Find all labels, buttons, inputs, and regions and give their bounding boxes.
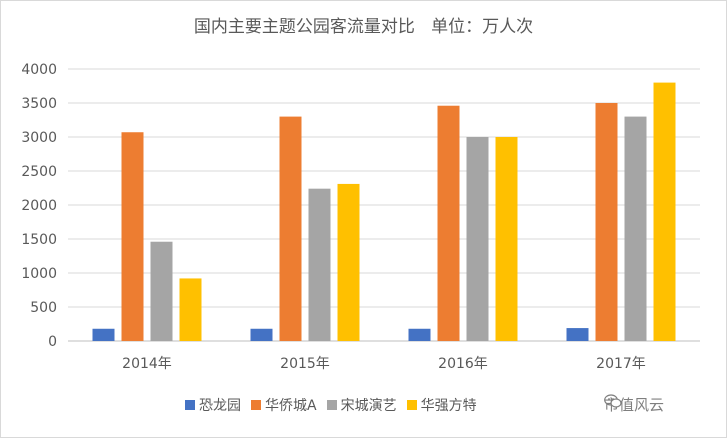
legend-label: 华侨城A — [265, 398, 317, 414]
bar — [308, 188, 331, 341]
bar — [408, 328, 431, 341]
legend-swatch-0 — [185, 400, 195, 410]
x-tick-label: 2017年 — [596, 356, 646, 372]
bar — [624, 116, 647, 341]
wechat-icon — [604, 394, 622, 408]
legend-label: 华强方特 — [420, 398, 477, 414]
x-tick-label: 2015年 — [280, 356, 330, 372]
legend-swatch-2 — [326, 400, 337, 410]
y-tick-label: 2500 — [21, 164, 57, 180]
x-axis-ticks: 2014年 2015年 2016年 2017年 — [122, 356, 646, 372]
y-tick-label: 1000 — [21, 266, 57, 282]
legend-label: 恐龙园 — [199, 398, 241, 414]
y-tick-label: 2000 — [21, 198, 57, 214]
bar — [337, 183, 360, 341]
gridlines — [68, 68, 700, 342]
legend-label: 宋城演艺 — [340, 398, 397, 414]
y-tick-label: 3500 — [21, 96, 57, 112]
bar — [179, 278, 202, 341]
bars — [92, 82, 676, 341]
bar — [566, 328, 589, 341]
legend-swatch-1 — [251, 400, 261, 410]
bar — [437, 105, 460, 341]
bar — [150, 241, 173, 341]
legend-item: 华强方特 — [406, 395, 477, 415]
y-tick-label: 4000 — [21, 62, 57, 78]
bar — [250, 328, 273, 341]
bar — [653, 82, 676, 341]
bar — [495, 137, 518, 341]
bar — [466, 137, 489, 341]
x-tick-label: 2016年 — [438, 356, 488, 372]
legend-item: 华侨城A — [251, 395, 317, 415]
bar — [121, 132, 144, 341]
chart-title: 国内主要主题公园客流量对比 单位：万人次 — [193, 17, 534, 37]
watermark: 市值风云 — [604, 394, 664, 415]
y-axis-ticks: 0 500 1000 1500 2000 2500 3000 3500 4000 — [21, 62, 57, 350]
y-tick-label: 0 — [48, 334, 57, 350]
legend: 恐龙园 华侨城A 宋城演艺 华强方特 — [185, 395, 477, 415]
bar — [279, 116, 302, 341]
bar — [92, 328, 115, 341]
x-tick-label: 2014年 — [122, 356, 172, 372]
bar — [595, 103, 618, 341]
legend-swatch-3 — [406, 400, 417, 410]
y-tick-label: 3000 — [21, 130, 57, 146]
y-tick-label: 1500 — [21, 232, 57, 248]
y-tick-label: 500 — [30, 300, 57, 316]
legend-item: 恐龙园 — [185, 395, 241, 415]
legend-item: 宋城演艺 — [326, 395, 397, 415]
